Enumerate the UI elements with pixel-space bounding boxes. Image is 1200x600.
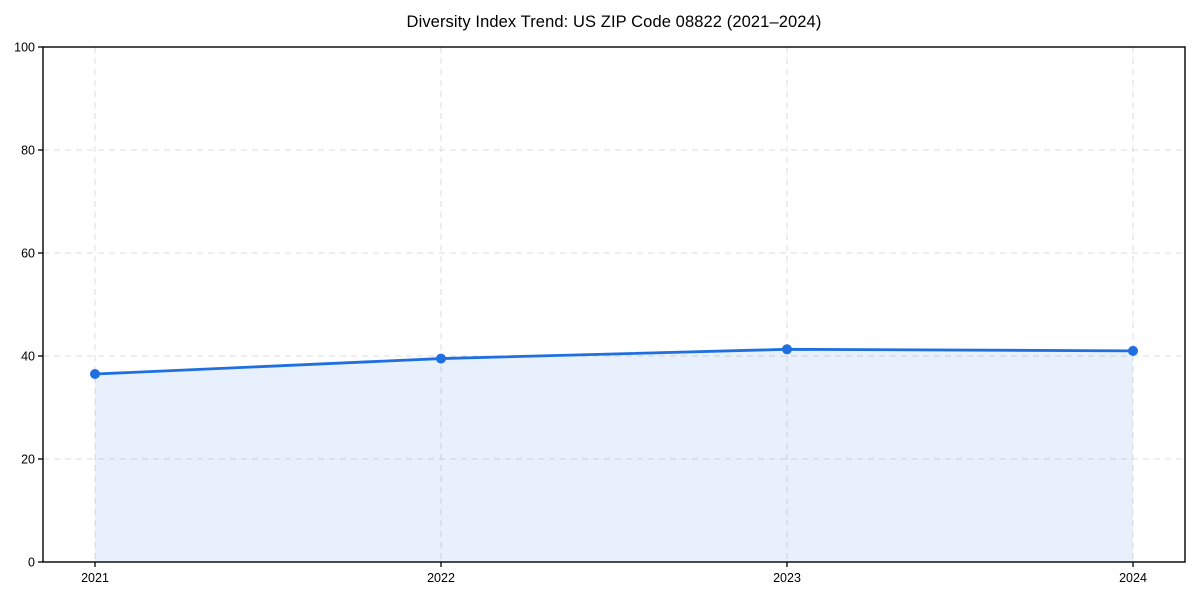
x-tick-label: 2022 xyxy=(427,571,455,585)
chart-title: Diversity Index Trend: US ZIP Code 08822… xyxy=(406,13,822,31)
data-point xyxy=(1128,345,1138,356)
x-tick-label: 2024 xyxy=(1119,571,1147,585)
y-tick-label: 100 xyxy=(14,41,35,55)
data-point xyxy=(90,369,100,380)
y-tick-label: 20 xyxy=(21,453,35,467)
y-tick-label: 0 xyxy=(28,556,35,570)
y-tick-label: 60 xyxy=(21,247,35,261)
plot-border xyxy=(42,46,1186,563)
data-point xyxy=(436,353,446,364)
x-tick-label: 2023 xyxy=(773,571,801,585)
data-point xyxy=(782,344,792,355)
y-tick-label: 40 xyxy=(21,350,35,364)
area-fill xyxy=(95,349,1133,562)
y-tick-label: 80 xyxy=(21,144,35,158)
x-tick-label: 2021 xyxy=(81,571,109,585)
trend-line xyxy=(93,347,1135,376)
